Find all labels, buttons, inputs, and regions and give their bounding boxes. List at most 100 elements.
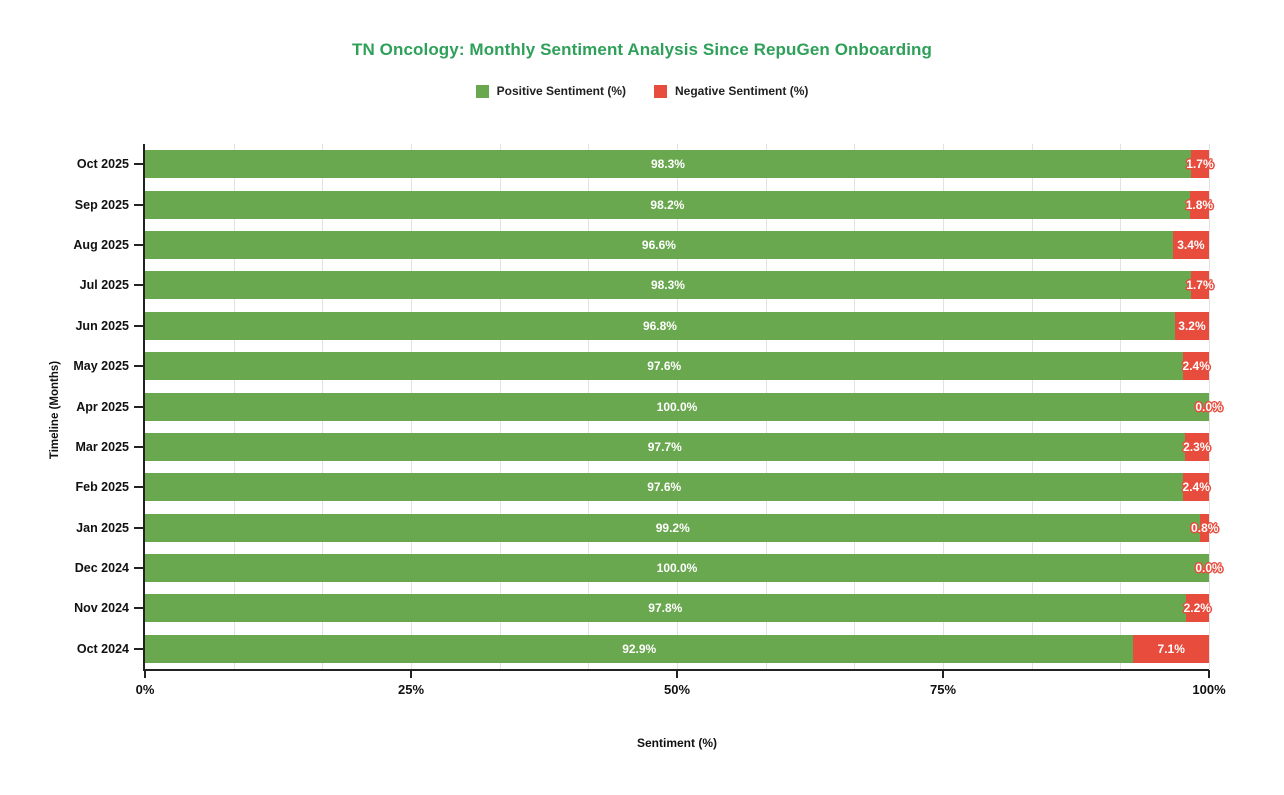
negative-bar: 2.2% bbox=[1183, 594, 1211, 623]
positive-value-label: 92.9% bbox=[622, 641, 657, 656]
y-axis-tick bbox=[134, 365, 145, 368]
negative-value-label: 1.7% bbox=[1186, 157, 1214, 172]
bar-track: 97.6% 2.4% bbox=[145, 352, 1210, 381]
negative-bar: 1.7% bbox=[1186, 271, 1214, 300]
positive-bar: 96.6% bbox=[145, 230, 1173, 259]
x-axis-tick bbox=[1208, 670, 1210, 678]
negative-value-label: 0.8% bbox=[1191, 520, 1219, 535]
x-axis-tick-label: 75% bbox=[929, 682, 957, 697]
chart-row: Jul 2025 98.3% 1.7% bbox=[80, 265, 1214, 305]
bar-track: 100.0% 0.0% bbox=[145, 554, 1223, 583]
y-axis-label: May 2025 bbox=[73, 359, 129, 374]
positive-value-label: 98.3% bbox=[650, 157, 685, 172]
chart-row: Feb 2025 97.6% 2.4% bbox=[75, 467, 1210, 507]
positive-value-label: 97.7% bbox=[647, 439, 682, 454]
chart-row: Oct 2024 92.9% 7.1% bbox=[77, 629, 1209, 669]
positive-bar: 99.2% bbox=[145, 513, 1201, 542]
negative-value-label: 1.8% bbox=[1185, 197, 1214, 212]
x-axis-tick bbox=[942, 670, 944, 678]
positive-value-label: 97.6% bbox=[647, 480, 682, 495]
y-axis-tick bbox=[134, 607, 145, 610]
y-axis-label: Oct 2025 bbox=[76, 157, 129, 172]
negative-value-label: 2.2% bbox=[1183, 601, 1211, 616]
x-axis: 0% 25% 50% 75% 100% bbox=[136, 670, 1226, 714]
y-axis-label: Dec 2024 bbox=[74, 561, 129, 576]
negative-value-label: 3.2% bbox=[1178, 318, 1206, 333]
chart-row: Dec 2024 100.0% 0.0% bbox=[75, 548, 1223, 588]
y-axis-tick bbox=[134, 486, 145, 489]
chart-row: Sep 2025 98.2% 1.8% bbox=[75, 184, 1213, 224]
bar-track: 96.8% 3.2% bbox=[145, 311, 1209, 340]
positive-bar: 98.2% bbox=[145, 190, 1190, 219]
x-axis-tick-label: 50% bbox=[663, 682, 691, 697]
bar-track: 98.2% 1.8% bbox=[145, 190, 1213, 219]
chart-row: Apr 2025 100.0% 0.0% bbox=[76, 386, 1223, 426]
y-axis-label: Oct 2024 bbox=[76, 641, 129, 656]
chart-row: Jan 2025 99.2% 0.8% bbox=[76, 508, 1218, 548]
y-axis-label: Mar 2025 bbox=[75, 439, 129, 454]
negative-value-label: 3.4% bbox=[1177, 237, 1205, 252]
positive-bar: 98.3% bbox=[145, 150, 1191, 179]
y-axis-tick bbox=[134, 567, 145, 570]
legend-label-negative: Negative Sentiment (%) bbox=[675, 84, 809, 98]
bar-track: 96.6% 3.4% bbox=[145, 230, 1209, 259]
y-axis-label: Jan 2025 bbox=[76, 520, 129, 535]
negative-value-label: 2.4% bbox=[1182, 359, 1210, 374]
positive-bar: 100.0% bbox=[145, 392, 1209, 421]
gridline bbox=[1209, 144, 1210, 669]
positive-bar: 97.6% bbox=[145, 352, 1184, 381]
positive-value-label: 100.0% bbox=[656, 399, 698, 414]
chart-row: Jun 2025 96.8% 3.2% bbox=[75, 306, 1209, 346]
y-axis-label: Jun 2025 bbox=[75, 318, 129, 333]
bar-rows: Oct 2025 98.3% 1.7% Sep 2025 98.2% 1.8% Aug 20… bbox=[73, 144, 1223, 669]
negative-value-label: 0.0% bbox=[1195, 561, 1223, 576]
positive-value-label: 96.8% bbox=[642, 318, 677, 333]
negative-bar: 1.7% bbox=[1186, 150, 1214, 179]
bar-track: 100.0% 0.0% bbox=[145, 392, 1223, 421]
positive-value-label: 96.6% bbox=[641, 237, 676, 252]
positive-bar: 97.6% bbox=[145, 473, 1184, 502]
x-axis-tick bbox=[410, 670, 412, 678]
y-axis-label: Sep 2025 bbox=[74, 197, 129, 212]
negative-bar: 1.8% bbox=[1186, 190, 1213, 219]
y-axis-label: Jul 2025 bbox=[79, 278, 129, 293]
positive-bar: 97.8% bbox=[145, 594, 1186, 623]
negative-value-label: 2.4% bbox=[1182, 480, 1210, 495]
positive-legend-swatch-icon bbox=[475, 84, 489, 98]
bar-track: 98.3% 1.7% bbox=[145, 150, 1214, 179]
y-axis-line bbox=[143, 144, 145, 671]
chart-row: Nov 2024 97.8% 2.2% bbox=[74, 588, 1211, 628]
y-axis-tick bbox=[134, 405, 145, 408]
y-axis-tick bbox=[134, 163, 145, 166]
bar-track: 97.8% 2.2% bbox=[145, 594, 1211, 623]
negative-bar: 3.2% bbox=[1174, 311, 1209, 340]
bar-track: 99.2% 0.8% bbox=[145, 513, 1218, 542]
plot-area: Oct 2025 98.3% 1.7% Sep 2025 98.2% 1.8% Aug 20… bbox=[73, 144, 1223, 671]
bar-track: 92.9% 7.1% bbox=[145, 634, 1209, 663]
y-axis-tick bbox=[134, 526, 145, 529]
negative-bar: 0.8% bbox=[1191, 513, 1218, 542]
x-axis-tick-label: 0% bbox=[135, 682, 155, 697]
x-axis-tick-label: 25% bbox=[397, 682, 425, 697]
x-axis-tick bbox=[676, 670, 678, 678]
y-axis-label: Nov 2024 bbox=[74, 601, 129, 616]
positive-bar: 100.0% bbox=[145, 554, 1209, 583]
legend-item-positive[interactable]: Positive Sentiment (%) bbox=[475, 84, 626, 98]
positive-value-label: 99.2% bbox=[655, 520, 690, 535]
x-axis-title: Sentiment (%) bbox=[636, 736, 717, 750]
y-axis-label: Feb 2025 bbox=[75, 480, 129, 495]
bar-track: 97.6% 2.4% bbox=[145, 473, 1210, 502]
y-axis-tick bbox=[134, 647, 145, 650]
negative-value-label: 1.7% bbox=[1186, 278, 1214, 293]
chart-title: TN Oncology: Monthly Sentiment Analysis … bbox=[351, 40, 933, 59]
y-axis-label: Aug 2025 bbox=[73, 237, 129, 252]
positive-value-label: 100.0% bbox=[656, 561, 698, 576]
positive-bar: 97.7% bbox=[145, 432, 1185, 461]
legend-item-negative[interactable]: Negative Sentiment (%) bbox=[654, 84, 808, 98]
x-axis-tick bbox=[144, 670, 146, 678]
negative-bar: 3.4% bbox=[1172, 230, 1209, 259]
y-axis-tick bbox=[134, 445, 145, 448]
negative-value-label: 0.0% bbox=[1195, 399, 1223, 414]
positive-value-label: 97.8% bbox=[648, 601, 683, 616]
